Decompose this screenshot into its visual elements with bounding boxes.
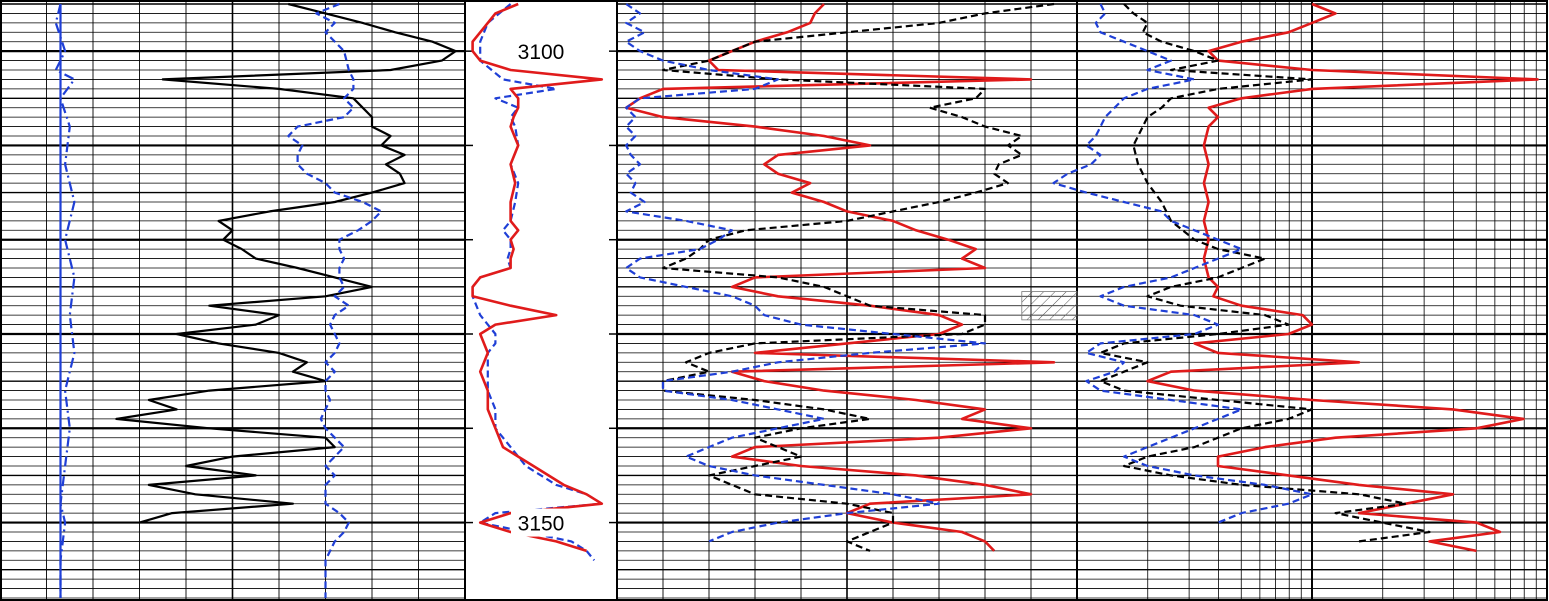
track3-curve-2 bbox=[625, 3, 987, 543]
track3-curve-1 bbox=[661, 2, 1055, 552]
depth-label-3150: 3150 bbox=[518, 513, 565, 536]
depth-labels: 3100 3150 bbox=[511, 37, 571, 537]
log-curves bbox=[54, 2, 1539, 598]
depth-label-background bbox=[511, 508, 571, 537]
hatched-interval bbox=[1021, 291, 1078, 321]
track3-curve-0 bbox=[624, 3, 1056, 552]
track4-curve-2 bbox=[1052, 3, 1314, 524]
track4-curve-1 bbox=[1099, 3, 1431, 543]
track2-curve-1 bbox=[471, 2, 604, 553]
track4-curve-0 bbox=[1146, 2, 1539, 553]
track1-curve-3 bbox=[287, 2, 383, 598]
annotations bbox=[1021, 291, 1078, 321]
depth-label-3100: 3100 bbox=[518, 41, 565, 64]
depth-label-background bbox=[511, 37, 571, 66]
track1-curve-2 bbox=[115, 2, 457, 524]
